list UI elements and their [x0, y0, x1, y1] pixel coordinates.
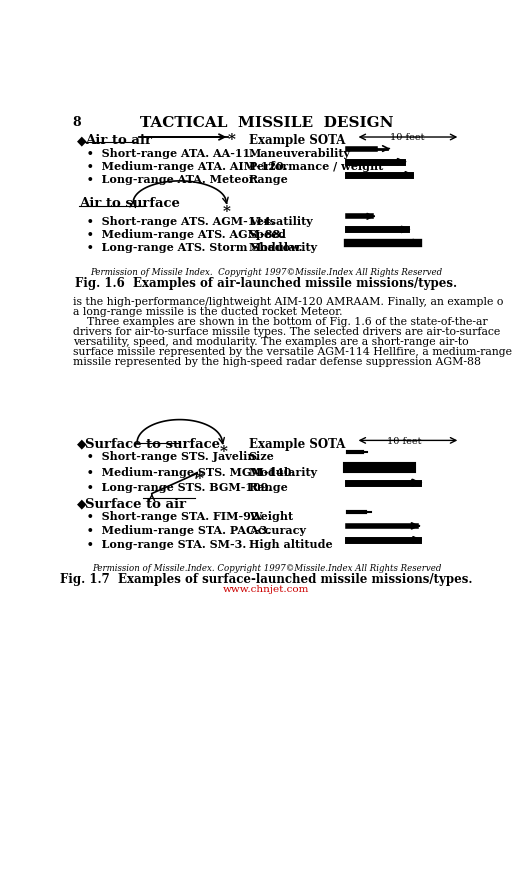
Text: is the high-performance/lightweight AIM-120 AMRAAM. Finally, an example o: is the high-performance/lightweight AIM-…	[73, 297, 503, 307]
Text: drivers for air-to-surface missile types. The selected drivers are air-to-surfac: drivers for air-to-surface missile types…	[73, 327, 500, 337]
Text: a long-range missile is the ducted rocket Meteor.: a long-range missile is the ducted rocke…	[73, 307, 342, 317]
Text: •  Short-range ATS. AGM-114.: • Short-range ATS. AGM-114.	[79, 215, 275, 227]
Text: TACTICAL  MISSILE  DESIGN: TACTICAL MISSILE DESIGN	[140, 116, 393, 130]
Text: Surface to air: Surface to air	[85, 497, 186, 510]
Text: Weight: Weight	[249, 511, 293, 522]
Text: •  Long-range STA. SM-3.: • Long-range STA. SM-3.	[79, 539, 246, 549]
Text: Example SOTA: Example SOTA	[249, 134, 345, 147]
Text: 10 feet: 10 feet	[391, 133, 425, 143]
Text: Modularity: Modularity	[249, 242, 318, 253]
Text: •  Medium-range ATS. AGM-88.: • Medium-range ATS. AGM-88.	[79, 229, 284, 239]
Text: missile represented by the high-speed radar defense suppression AGM-88: missile represented by the high-speed ra…	[73, 357, 481, 367]
Text: ◆: ◆	[76, 497, 86, 510]
Text: ◆: ◆	[76, 134, 86, 147]
Text: Versatility: Versatility	[249, 215, 313, 227]
Text: •  Medium-range STS. MGM-140.: • Medium-range STS. MGM-140.	[79, 466, 295, 478]
Text: *: *	[223, 205, 231, 219]
Text: Size: Size	[249, 451, 275, 462]
Text: Air to surface: Air to surface	[79, 197, 180, 210]
Text: Accuracy: Accuracy	[249, 525, 306, 536]
Text: Permission of Missile.Index. Copyright 1997©Missile.Index All Rights Reserved: Permission of Missile.Index. Copyright 1…	[92, 563, 441, 572]
Text: High altitude: High altitude	[249, 539, 332, 549]
Text: Speed: Speed	[249, 229, 287, 239]
Text: Maneuverability: Maneuverability	[249, 148, 350, 159]
Text: Fig. 1.6  Examples of air-launched missile missions/types.: Fig. 1.6 Examples of air-launched missil…	[75, 277, 458, 290]
Text: •  Short-range STA. FIM-92.: • Short-range STA. FIM-92.	[79, 511, 262, 522]
Text: Permission of Missile Index.  Copyright 1997©Missile.Index All Rights Reserved: Permission of Missile Index. Copyright 1…	[90, 268, 443, 276]
Text: Performance / weight: Performance / weight	[249, 161, 383, 172]
Text: versatility, speed, and modularity. The examples are a short-range air-to: versatility, speed, and modularity. The …	[73, 337, 469, 347]
Text: Modularity: Modularity	[249, 466, 318, 478]
Text: Three examples are shown in the bottom of Fig. 1.6 of the state-of-the-ar: Three examples are shown in the bottom o…	[73, 317, 487, 327]
Text: 10 feet: 10 feet	[387, 436, 421, 446]
Text: •  Long-range ATS. Storm Shadow.: • Long-range ATS. Storm Shadow.	[79, 242, 303, 253]
Text: •  Long-range STS. BGM-109.: • Long-range STS. BGM-109.	[79, 482, 272, 493]
Text: *: *	[196, 471, 204, 486]
Text: Surface to surface: Surface to surface	[85, 437, 220, 450]
Text: Air to air: Air to air	[85, 134, 152, 147]
Text: surface missile represented by the versatile AGM-114 Hellfire, a medium-range: surface missile represented by the versa…	[73, 347, 512, 357]
Text: *: *	[228, 133, 236, 146]
Text: •  Short-range ATA. AA-11.: • Short-range ATA. AA-11.	[79, 148, 254, 159]
Text: ◆: ◆	[76, 437, 86, 450]
Text: •  Long-range ATA. Meteor.: • Long-range ATA. Meteor.	[79, 174, 257, 185]
Text: •  Medium-range ATA. AIM-120.: • Medium-range ATA. AIM-120.	[79, 161, 288, 172]
Text: 8: 8	[73, 116, 81, 129]
Text: Range: Range	[249, 174, 289, 185]
Text: Example SOTA: Example SOTA	[249, 437, 345, 450]
Text: •  Medium-range STA. PAC-3.: • Medium-range STA. PAC-3.	[79, 525, 271, 536]
Text: Range: Range	[249, 482, 289, 493]
Text: •  Short-range STS. Javelin.: • Short-range STS. Javelin.	[79, 451, 259, 462]
Text: www.chnjet.com: www.chnjet.com	[223, 585, 310, 594]
Text: *: *	[219, 445, 227, 459]
Text: Fig. 1.7  Examples of surface-launched missile missions/types.: Fig. 1.7 Examples of surface-launched mi…	[60, 572, 473, 586]
